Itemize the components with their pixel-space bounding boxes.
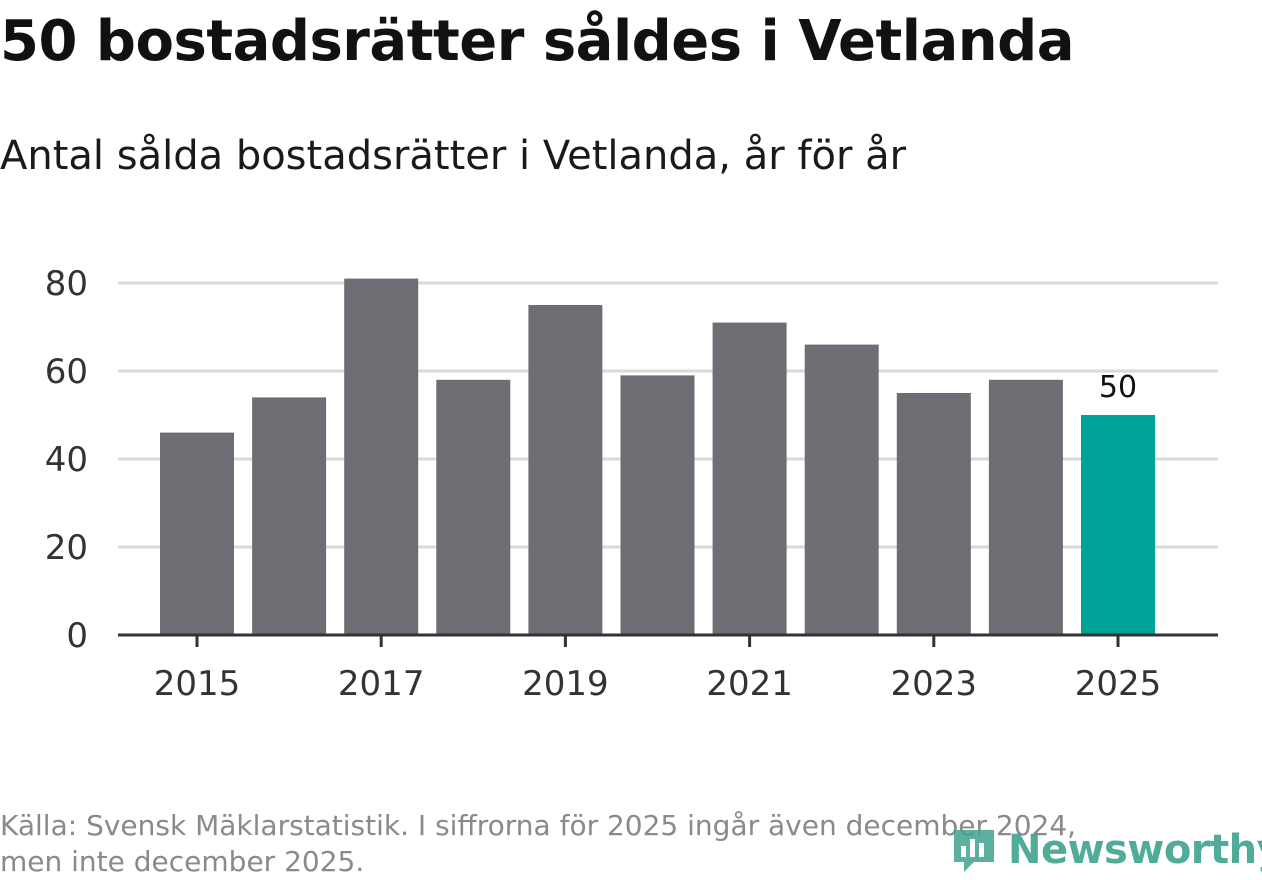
bar-2023 xyxy=(896,393,971,635)
source-note-line-1: Källa: Svensk Mäklarstatistik. I siffror… xyxy=(0,809,1077,842)
newsworthy-logo-text: Newsworthy xyxy=(1008,827,1262,873)
y-tick-label-80: 80 xyxy=(45,264,88,304)
bars xyxy=(160,278,1155,635)
x-tick-label-2025: 2025 xyxy=(1075,664,1162,704)
bar-2018 xyxy=(436,379,511,635)
bar-2019 xyxy=(528,305,603,635)
newsworthy-logo: Newsworthy xyxy=(950,822,1262,878)
x-tick-label-2023: 2023 xyxy=(891,664,978,704)
bar-2016 xyxy=(252,397,327,635)
chart-subtitle: Antal sålda bostadsrätter i Vetlanda, år… xyxy=(0,133,907,179)
bar-chart: 0 20 40 60 80 50 2015 2017 2019 2021 2023 2025 xyxy=(45,264,1218,704)
x-tick-label-2019: 2019 xyxy=(522,664,609,704)
bar-2021 xyxy=(712,322,787,635)
y-tick-label-0: 0 xyxy=(66,616,88,656)
value-label-2025: 50 xyxy=(1099,370,1137,405)
bar-2015 xyxy=(160,432,234,635)
labels: 0 20 40 60 80 50 2015 2017 2019 2021 2023 2025 xyxy=(45,264,1162,704)
bar-2022 xyxy=(804,344,879,635)
y-tick-label-60: 60 xyxy=(45,352,88,392)
source-note-line-2: men inte december 2025. xyxy=(0,845,365,878)
axes xyxy=(118,633,1218,647)
y-tick-label-40: 40 xyxy=(45,440,88,480)
newsworthy-logo-icon xyxy=(954,830,994,872)
source-note: Källa: Svensk Mäklarstatistik. I siffror… xyxy=(0,808,1200,880)
y-tick-label-20: 20 xyxy=(45,528,88,568)
bar-2017 xyxy=(344,278,419,635)
x-tick-label-2017: 2017 xyxy=(338,664,425,704)
bar-2020 xyxy=(620,375,695,635)
bar-2024 xyxy=(988,379,1063,635)
x-tick-label-2015: 2015 xyxy=(154,664,241,704)
x-tick-label-2021: 2021 xyxy=(706,664,793,704)
chart-title: 50 bostadsrätter såldes i Vetlanda xyxy=(0,9,1075,74)
bar-2025 xyxy=(1081,415,1155,635)
